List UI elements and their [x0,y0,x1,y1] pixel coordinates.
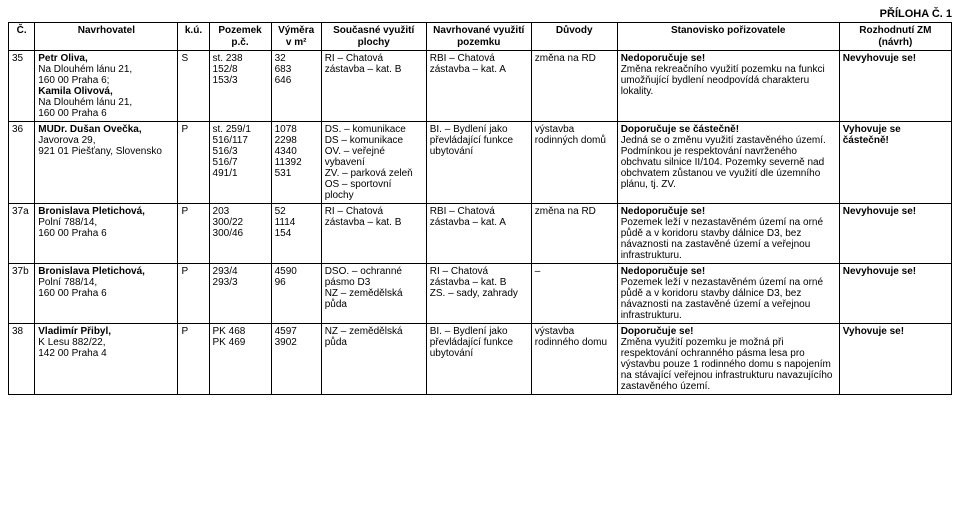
cell-duvody: výstavba rodinného domu [531,324,617,395]
col-rozhodnuti: Rozhodnutí ZM(návrh) [839,23,951,51]
cell-duvody: – [531,264,617,324]
cell-navrhovatel: MUDr. Dušan Ovečka,Javorova 29,921 01 Pi… [35,122,178,204]
cell-pozemek: 203300/22300/46 [209,204,271,264]
col-stanovisko: Stanovisko pořizovatele [617,23,839,51]
cell-num: 35 [9,51,35,122]
cell-soucasne: RI – Chatová zástavba – kat. B [321,51,426,122]
col-duvody: Důvody [531,23,617,51]
cell-ku: S [178,51,209,122]
col-navrhovatel: Navrhovatel [35,23,178,51]
table-row: 38Vladimír Přibyl,K Lesu 882/22,142 00 P… [9,324,952,395]
cell-vymera: 459096 [271,264,321,324]
cell-navrhovane: RBI – Chatová zástavba – kat. A [426,51,531,122]
cell-navrhovatel: Vladimír Přibyl,K Lesu 882/22,142 00 Pra… [35,324,178,395]
cell-soucasne: DS. – komunikaceDS – komunikaceOV. – veř… [321,122,426,204]
cell-pozemek: PK 468PK 469 [209,324,271,395]
cell-navrhovane: RBI – Chatová zástavba – kat. A [426,204,531,264]
table-row: 35Petr Oliva,Na Dlouhém lánu 21,160 00 P… [9,51,952,122]
cell-navrhovane: RI – Chatová zástavba – kat. BZS. – sady… [426,264,531,324]
cell-stanovisko: Doporučuje se částečně!Jedná se o změnu … [617,122,839,204]
cell-pozemek: 293/4293/3 [209,264,271,324]
cell-navrhovatel: Bronislava Pletichová,Polní 788/14,160 0… [35,264,178,324]
cell-ku: P [178,122,209,204]
cell-duvody: změna na RD [531,204,617,264]
attachment-label: PŘÍLOHA Č. 1 [8,8,952,20]
cell-pozemek: st. 238152/8153/3 [209,51,271,122]
cell-soucasne: RI – Chatová zástavba – kat. B [321,204,426,264]
col-num: Č. [9,23,35,51]
table-body: 35Petr Oliva,Na Dlouhém lánu 21,160 00 P… [9,51,952,395]
cell-stanovisko: Nedoporučuje se!Pozemek leží v nezastavě… [617,204,839,264]
cell-vymera: 521114154 [271,204,321,264]
cell-rozhodnuti: Nevyhovuje se! [839,264,951,324]
table-row: 37bBronislava Pletichová,Polní 788/14,16… [9,264,952,324]
cell-navrhovane: BI. – Bydlení jako převládající funkce u… [426,324,531,395]
col-soucasne: Současné využitíplochy [321,23,426,51]
cell-rozhodnuti: Vyhovuje se! [839,324,951,395]
cell-num: 37a [9,204,35,264]
cell-rozhodnuti: Vyhovuje se částečně! [839,122,951,204]
cell-rozhodnuti: Nevyhovuje se! [839,51,951,122]
cell-navrhovatel: Bronislava Pletichová,Polní 788/14,160 0… [35,204,178,264]
col-ku: k.ú. [178,23,209,51]
cell-navrhovane: BI. – Bydlení jako převládající funkce u… [426,122,531,204]
cell-vymera: 32683646 [271,51,321,122]
cell-stanovisko: Nedoporučuje se!Pozemek leží v nezastavě… [617,264,839,324]
col-vymera: Výměrav m² [271,23,321,51]
table-header-row: Č. Navrhovatel k.ú. Pozemekp.č. Výměrav … [9,23,952,51]
cell-duvody: změna na RD [531,51,617,122]
table-row: 37aBronislava Pletichová,Polní 788/14,16… [9,204,952,264]
col-navrhovane: Navrhované využitípozemku [426,23,531,51]
cell-vymera: 10782298434011392531 [271,122,321,204]
cell-pozemek: st. 259/1516/117516/3516/7491/1 [209,122,271,204]
cell-duvody: výstavba rodinných domů [531,122,617,204]
cell-num: 38 [9,324,35,395]
col-pozemek: Pozemekp.č. [209,23,271,51]
cell-navrhovatel: Petr Oliva,Na Dlouhém lánu 21,160 00 Pra… [35,51,178,122]
cell-soucasne: NZ – zemědělská půda [321,324,426,395]
cell-soucasne: DSO. – ochranné pásmo D3NZ – zemědělská … [321,264,426,324]
cell-stanovisko: Nedoporučuje se!Změna rekreačního využit… [617,51,839,122]
table-row: 36MUDr. Dušan Ovečka,Javorova 29,921 01 … [9,122,952,204]
cell-ku: P [178,324,209,395]
cell-stanovisko: Doporučuje se!Změna využití pozemku je m… [617,324,839,395]
cell-num: 37b [9,264,35,324]
cell-ku: P [178,264,209,324]
cell-num: 36 [9,122,35,204]
cell-ku: P [178,204,209,264]
cell-vymera: 45973902 [271,324,321,395]
proposals-table: Č. Navrhovatel k.ú. Pozemekp.č. Výměrav … [8,22,952,395]
cell-rozhodnuti: Nevyhovuje se! [839,204,951,264]
